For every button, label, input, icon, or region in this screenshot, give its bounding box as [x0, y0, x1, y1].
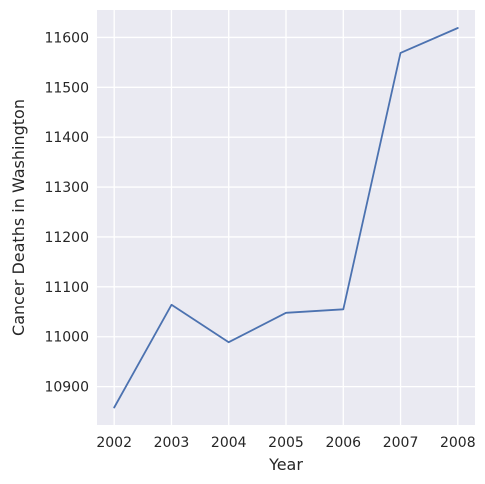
- y-tick-label: 11300: [44, 180, 89, 196]
- y-tick-label: 11100: [44, 280, 89, 296]
- grid: [97, 10, 475, 425]
- x-tick-label: 2005: [268, 435, 304, 451]
- x-tick-label: 2002: [96, 435, 132, 451]
- y-tick-label: 10900: [44, 380, 89, 396]
- y-tick-label: 11000: [44, 330, 89, 346]
- x-axis-label: Year: [268, 455, 303, 474]
- x-tick-labels: 2002 2003 2004 2005 2006 2007 2008: [96, 435, 475, 451]
- y-tick-labels: 10900 11000 11100 11200 11300 11400 11500 11600: [44, 30, 89, 395]
- y-tick-label: 11600: [44, 30, 89, 46]
- x-tick-label: 2003: [154, 435, 190, 451]
- x-tick-label: 2006: [325, 435, 361, 451]
- y-tick-label: 11400: [44, 130, 89, 146]
- y-tick-label: 11500: [44, 80, 89, 96]
- y-tick-label: 11200: [44, 230, 89, 246]
- x-tick-label: 2007: [383, 435, 419, 451]
- series-group: [113, 27, 459, 409]
- series-line: [113, 27, 459, 409]
- x-tick-label: 2008: [440, 435, 476, 451]
- y-axis-label: Cancer Deaths in Washington: [9, 99, 28, 336]
- x-tick-label: 2004: [211, 435, 247, 451]
